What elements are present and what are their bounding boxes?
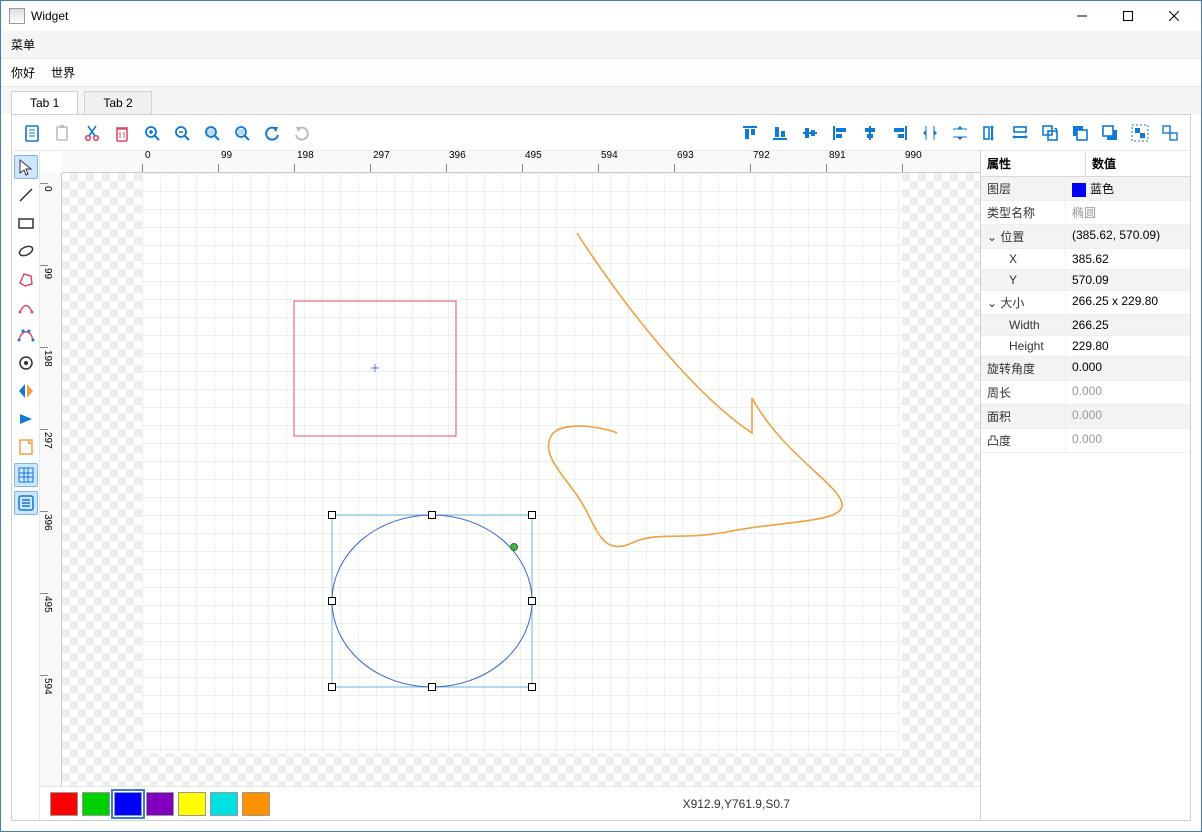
shape-ellipse[interactable]	[332, 515, 532, 687]
nav-world[interactable]: 世界	[51, 64, 75, 81]
nav-hello[interactable]: 你好	[11, 64, 35, 81]
tab-content: 099198297396495594693792891990 099198297…	[11, 114, 1191, 821]
tool-rotate[interactable]	[14, 407, 38, 431]
tool-polygon[interactable]	[14, 267, 38, 291]
horizontal-ruler: 099198297396495594693792891990	[62, 151, 980, 173]
property-row[interactable]: 图层蓝色	[981, 177, 1190, 201]
tool-grid[interactable]	[14, 463, 38, 487]
equal-height-button[interactable]	[976, 119, 1004, 147]
property-row: 面积0.000	[981, 405, 1190, 429]
shape-freehand[interactable]	[548, 233, 842, 547]
app-icon	[9, 8, 25, 24]
property-row[interactable]: ⌄ 大小266.25 x 229.80	[981, 291, 1190, 315]
paste-button[interactable]	[48, 119, 76, 147]
selection-handle[interactable]	[328, 683, 336, 691]
tool-list[interactable]	[14, 491, 38, 515]
drawing-canvas[interactable]	[62, 173, 980, 786]
titlebar: Widget	[1, 1, 1201, 31]
tool-point[interactable]	[14, 351, 38, 375]
align-left-button[interactable]	[826, 119, 854, 147]
maximize-button[interactable]	[1105, 1, 1151, 31]
tool-line[interactable]	[14, 183, 38, 207]
property-row[interactable]: Y570.09	[981, 270, 1190, 291]
palette-color-3[interactable]	[146, 792, 174, 816]
align-hcenter-button[interactable]	[856, 119, 884, 147]
property-row: 类型名称椭圆	[981, 201, 1190, 225]
property-row[interactable]: ⌄ 位置(385.62, 570.09)	[981, 225, 1190, 249]
undo-button[interactable]	[258, 119, 286, 147]
tool-ellipse[interactable]	[14, 239, 38, 263]
same-size-button[interactable]	[1036, 119, 1064, 147]
palette-color-4[interactable]	[178, 792, 206, 816]
selection-handle[interactable]	[328, 511, 336, 519]
properties-header-attr: 属性	[981, 151, 1086, 176]
equal-width-button[interactable]	[1006, 119, 1034, 147]
property-row: 周长0.000	[981, 381, 1190, 405]
navbar: 你好 世界	[1, 59, 1201, 87]
ungroup-button[interactable]	[1156, 119, 1184, 147]
tab-1[interactable]: Tab 2	[84, 91, 151, 114]
property-row[interactable]: 旋转角度0.000	[981, 357, 1190, 381]
menu-item-menu[interactable]: 菜单	[11, 36, 35, 53]
tabstrip: Tab 1 Tab 2	[1, 87, 1201, 114]
zoom-in-button[interactable]	[138, 119, 166, 147]
group-button[interactable]	[1126, 119, 1154, 147]
main-area: 099198297396495594693792891990 099198297…	[12, 151, 1190, 820]
properties-header-value: 数值	[1086, 151, 1190, 176]
properties-panel: 属性 数值 图层蓝色类型名称椭圆⌄ 位置(385.62, 570.09)X385…	[980, 151, 1190, 820]
selection-handle[interactable]	[528, 511, 536, 519]
zoom-out-button[interactable]	[168, 119, 196, 147]
zoom-fit-button[interactable]	[228, 119, 256, 147]
minimize-button[interactable]	[1059, 1, 1105, 31]
canvas-area: 099198297396495594693792891990 099198297…	[40, 151, 980, 820]
toolbar	[12, 115, 1190, 151]
properties-header: 属性 数值	[981, 151, 1190, 177]
property-row[interactable]: Width266.25	[981, 315, 1190, 336]
palette-color-0[interactable]	[50, 792, 78, 816]
tool-mirror[interactable]	[14, 379, 38, 403]
property-row[interactable]: Height229.80	[981, 336, 1190, 357]
window-title: Widget	[31, 9, 1059, 23]
palette-color-6[interactable]	[242, 792, 270, 816]
tab-0[interactable]: Tab 1	[11, 91, 78, 114]
palette-color-2[interactable]	[114, 792, 142, 816]
tool-page[interactable]	[14, 435, 38, 459]
distribute-h-button[interactable]	[946, 119, 974, 147]
status-coordinates: X912.9,Y761.9,S0.7	[683, 797, 790, 811]
bring-front-button[interactable]	[1066, 119, 1094, 147]
cut-button[interactable]	[78, 119, 106, 147]
property-row: 凸度0.000	[981, 429, 1190, 453]
send-back-button[interactable]	[1096, 119, 1124, 147]
vertical-ruler: 099198297396495594	[40, 173, 62, 786]
distribute-v-button[interactable]	[916, 119, 944, 147]
delete-button[interactable]	[108, 119, 136, 147]
align-bottom-button[interactable]	[766, 119, 794, 147]
palette-color-5[interactable]	[210, 792, 238, 816]
close-button[interactable]	[1151, 1, 1197, 31]
app-window: Widget 菜单 你好 世界 Tab 1 Tab 2 0991982973964…	[0, 0, 1202, 832]
selection-handle[interactable]	[328, 597, 336, 605]
tool-bezier[interactable]	[14, 323, 38, 347]
selection-handle[interactable]	[528, 597, 536, 605]
zoom-region-button[interactable]	[198, 119, 226, 147]
palette-bar: X912.9,Y761.9,S0.7	[40, 786, 980, 820]
clipboard-properties-button[interactable]	[18, 119, 46, 147]
menubar: 菜单	[1, 31, 1201, 59]
align-top-button[interactable]	[736, 119, 764, 147]
align-right-button[interactable]	[886, 119, 914, 147]
property-row[interactable]: X385.62	[981, 249, 1190, 270]
tool-select[interactable]	[14, 155, 38, 179]
selection-handle[interactable]	[528, 683, 536, 691]
tool-strip	[12, 151, 40, 820]
align-vcenter-button[interactable]	[796, 119, 824, 147]
selection-handle[interactable]	[428, 511, 436, 519]
palette-color-1[interactable]	[82, 792, 110, 816]
selection-handle[interactable]	[428, 683, 436, 691]
redo-button[interactable]	[288, 119, 316, 147]
tool-arc[interactable]	[14, 295, 38, 319]
tool-rectangle[interactable]	[14, 211, 38, 235]
rotation-handle[interactable]	[510, 543, 518, 551]
